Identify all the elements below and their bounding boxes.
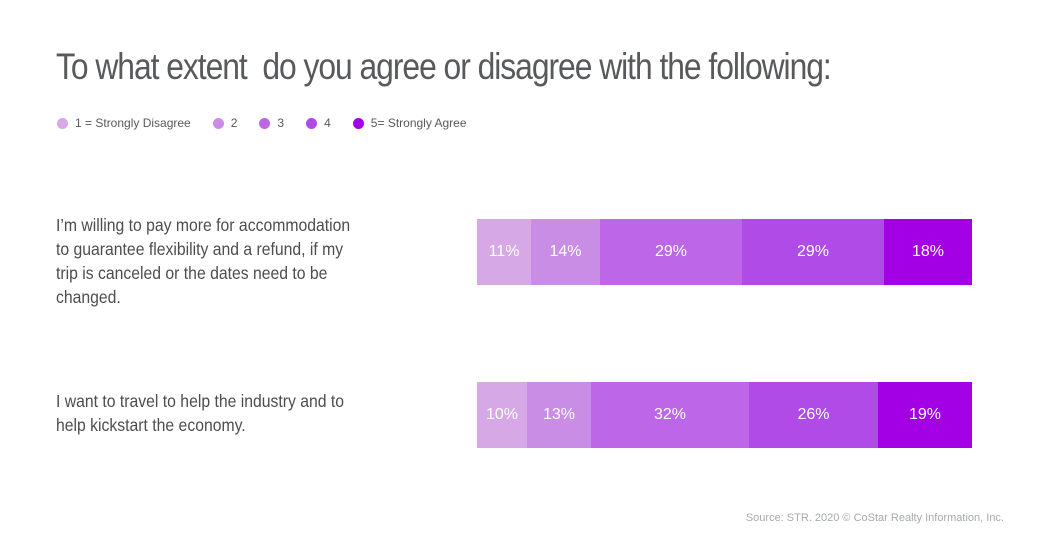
legend-item-1: 1 = Strongly Disagree [57, 116, 191, 130]
statement-1: I’m willing to pay more for accommodatio… [56, 215, 351, 307]
legend-label-2: 2 [230, 116, 238, 130]
bar-segment-r1-s3: 29% [600, 219, 742, 285]
bar-segment-r1-s1: 11% [477, 219, 531, 285]
legend-label-4: 4 [324, 116, 331, 130]
legend-item-4: 4 [306, 116, 331, 130]
bar-segment-r1-s5: 18% [884, 219, 972, 285]
legend: 1 = Strongly Disagree 2 3 4 5= Strongly … [57, 116, 489, 130]
bar-segment-r1-s4: 29% [742, 219, 884, 285]
bar-segment-r2-s5: 19% [878, 382, 972, 448]
legend-item-2: 2 [212, 116, 238, 130]
bar-segment-r2-s2: 13% [527, 382, 591, 448]
legend-item-3: 3 [259, 116, 284, 130]
legend-dot-1 [57, 117, 68, 129]
bar-segment-r2-s3: 32% [591, 382, 749, 448]
bar-segment-r2-s4: 26% [749, 382, 878, 448]
legend-label-1: 1 = Strongly Disagree [75, 116, 191, 130]
legend-dot-4 [306, 117, 318, 129]
source-note: Source: STR. 2020 © CoStar Realty Inform… [745, 512, 1004, 524]
chart-title: To what extent do you agree or disagree … [56, 46, 832, 87]
statement-2: I want to travel to help the industry an… [56, 391, 345, 435]
legend-item-5: 5= Strongly Agree [352, 116, 467, 130]
legend-dot-3 [259, 117, 271, 129]
stacked-bar-1: 11% 14% 29% 29% 18% [477, 219, 972, 285]
legend-label-3: 3 [277, 116, 285, 130]
legend-dot-5 [352, 117, 364, 129]
bar-segment-r2-s1: 10% [477, 382, 527, 448]
bar-segment-r1-s2: 14% [531, 219, 600, 285]
legend-label-5: 5= Strongly Agree [370, 116, 467, 130]
legend-dot-2 [212, 117, 224, 129]
stacked-bar-2: 10% 13% 32% 26% 19% [477, 382, 972, 448]
